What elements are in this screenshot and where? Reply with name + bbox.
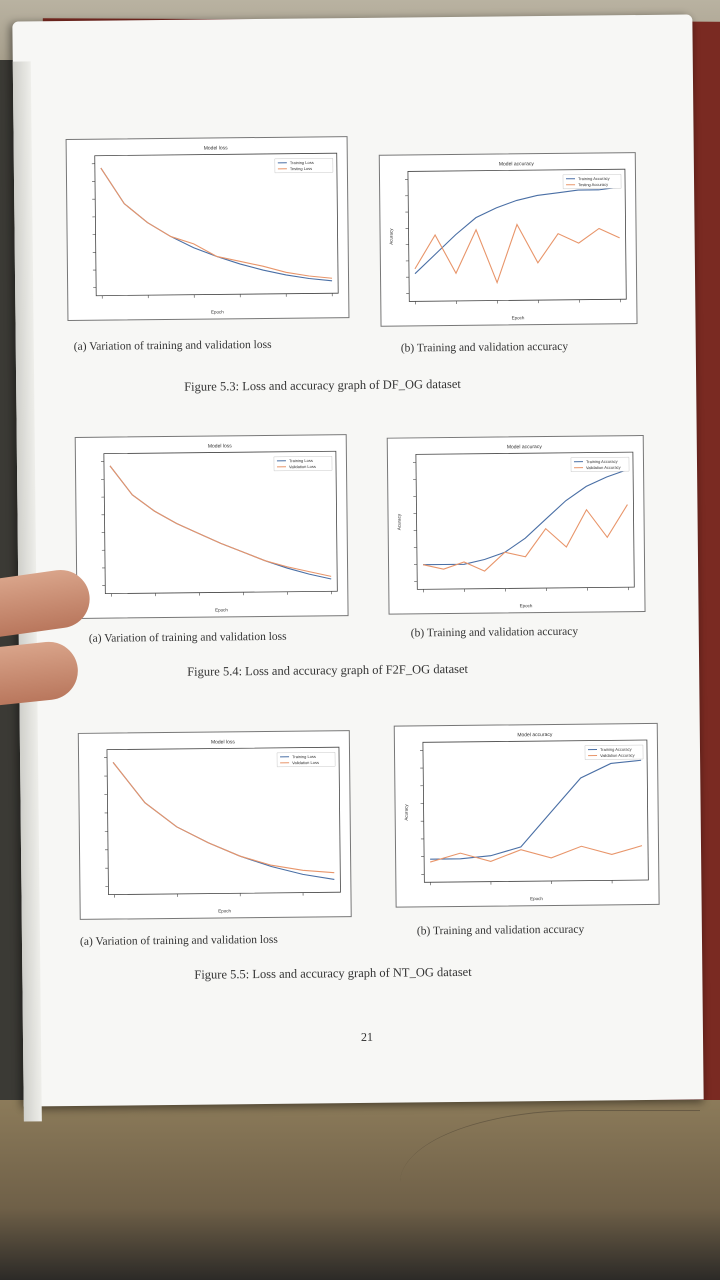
- plot-area: [103, 450, 338, 595]
- subcaption-loss: (a) Variation of training and validation…: [88, 630, 287, 645]
- x-axis-label: Epoch: [520, 603, 533, 608]
- legend-label: Validation Accuracy: [586, 465, 621, 470]
- y-axis-label: Acuracy: [389, 228, 394, 245]
- subcaption-loss: (a) Variation of training and validation…: [73, 338, 272, 353]
- legend-box: [562, 174, 622, 190]
- plot-area: [94, 152, 339, 297]
- legend-box: [570, 456, 630, 472]
- legend-label: Training Accuracy: [578, 176, 610, 181]
- chart-loss-nt: Model loss Epoch Training Loss Validation L…: [77, 730, 352, 920]
- accuracy-chart-svg: Model accuracy Epoch Acuracy Training Accur…: [404, 732, 649, 901]
- page-number: 21: [360, 1029, 374, 1044]
- series-line-1: [423, 469, 628, 566]
- plot-area: [106, 746, 341, 896]
- y-axis-label: Acuracy: [397, 513, 402, 530]
- chart-title: Model loss: [211, 739, 235, 745]
- accuracy-chart-svg: Model accuracy Epoch Acuracy Training Accur…: [397, 444, 635, 608]
- chart-accuracy-df: Model accuracy Epoch Acuracy Training Accur…: [378, 152, 638, 327]
- legend-label: Testing Loss: [290, 166, 312, 171]
- subcaption-loss: (a) Variation of training and validation…: [79, 933, 278, 948]
- plot-area: [422, 739, 649, 883]
- legend-label: Validation Loss: [292, 760, 319, 765]
- x-axis-label: Epoch: [211, 309, 224, 314]
- legend-label: Testing Accuracy: [578, 182, 608, 187]
- x-axis-label: Epoch: [512, 315, 525, 320]
- x-axis-label: Epoch: [530, 896, 543, 901]
- subcaption-accuracy: (b) Training and validation accuracy: [410, 625, 579, 640]
- series-line-1: [112, 762, 335, 881]
- chart-title: Model loss: [208, 443, 232, 449]
- x-axis-label: Epoch: [215, 607, 228, 612]
- figure-caption: Figure 5.3: Loss and accuracy graph of D…: [184, 376, 461, 394]
- legend-label: Training Loss: [292, 754, 316, 759]
- figure-caption: Figure 5.4: Loss and accuracy graph of F…: [187, 661, 469, 679]
- series-line-2: [430, 845, 643, 863]
- plot-area: [415, 451, 635, 590]
- legend-box: [276, 752, 336, 768]
- legend-box: [584, 744, 644, 760]
- legend-label: Training Accuracy: [586, 459, 618, 464]
- legend-label: Validation Accuracy: [600, 753, 635, 758]
- chart-loss-f2f: Model loss Epoch Training Loss Validation L…: [74, 434, 349, 619]
- series-line-1: [109, 465, 332, 580]
- x-axis-label: Epoch: [218, 908, 231, 913]
- subcaption-accuracy: (b) Training and validation accuracy: [400, 340, 569, 355]
- chart-loss-df: Model loss Epoch Training Loss Testing Loss: [65, 136, 350, 322]
- series-line-2: [422, 504, 628, 572]
- chart-accuracy-f2f: Model accuracy Epoch Acuracy Training Accur…: [386, 435, 646, 615]
- series-line-2: [112, 762, 335, 874]
- book-page: Model loss Epoch Training Loss Testing Loss…: [12, 14, 704, 1122]
- accuracy-chart-svg: Model accuracy Epoch Acuracy Training Accur…: [389, 161, 627, 320]
- subcaption-accuracy: (b) Training and validation accuracy: [416, 923, 585, 938]
- series-line-1: [414, 186, 620, 275]
- chart-title: Model accuracy: [517, 732, 553, 738]
- legend-box: [273, 456, 333, 472]
- figure-caption: Figure 5.5: Loss and accuracy graph of N…: [194, 964, 472, 982]
- chart-title: Model accuracy: [499, 161, 535, 167]
- series-line-2: [109, 465, 332, 577]
- legend-label: Validation Loss: [289, 464, 316, 469]
- chart-title: Model loss: [204, 145, 228, 151]
- plot-area: [407, 168, 627, 302]
- legend-box: [274, 158, 334, 174]
- y-axis-label: Acuracy: [404, 804, 409, 821]
- legend-label: Training Loss: [290, 160, 314, 165]
- series-line-2: [414, 223, 620, 285]
- series-line-1: [100, 167, 333, 282]
- desk-edge: [400, 1110, 700, 1231]
- chart-accuracy-nt: Model accuracy Epoch Acuracy Training Accur…: [393, 722, 660, 908]
- legend-label: Training Loss: [289, 458, 313, 463]
- legend-label: Training Accuracy: [600, 747, 632, 752]
- chart-title: Model accuracy: [507, 444, 543, 450]
- series-line-1: [430, 759, 642, 860]
- series-line-2: [100, 167, 333, 279]
